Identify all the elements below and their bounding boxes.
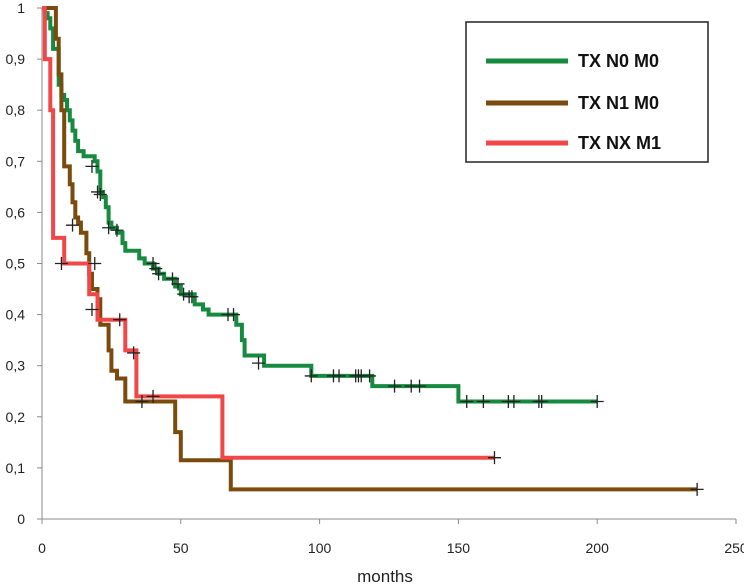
censor-mark-tx-n0-m0 xyxy=(252,356,266,370)
y-tick-label: 0,4 xyxy=(6,307,26,323)
y-tick-label: 0,7 xyxy=(6,153,26,169)
censor-mark-tx-n0-m0 xyxy=(590,394,604,408)
legend: TX N0 M0 TX N1 M0 TX NX M1 xyxy=(465,21,709,163)
series-line-tx-nx-m1 xyxy=(42,6,495,460)
censor-mark-tx-n0-m0 xyxy=(152,267,166,281)
x-tick-label: 200 xyxy=(586,540,610,556)
censor-mark-tx-n1-m0 xyxy=(85,302,99,316)
x-tick-label: 0 xyxy=(38,540,46,556)
censor-mark-tx-n0-m0 xyxy=(460,394,474,408)
censor-mark-tx-n1-m0 xyxy=(135,394,149,408)
y-tick-label: 0,2 xyxy=(6,409,26,425)
y-tick-label: 0,6 xyxy=(6,204,26,220)
y-tick-label: 0,1 xyxy=(6,460,26,476)
censor-mark-tx-nx-m1 xyxy=(54,257,68,270)
censor-mark-tx-n0-m0 xyxy=(413,379,427,393)
y-tick-label: 0,8 xyxy=(6,102,26,118)
censor-mark-tx-n0-m0 xyxy=(185,290,199,304)
legend-box xyxy=(465,21,709,163)
y-tick-label: 1 xyxy=(17,0,25,16)
censor-mark-tx-n0-m0 xyxy=(165,272,179,286)
x-tick-label: 250 xyxy=(724,540,744,556)
censor-mark-tx-n0-m0 xyxy=(304,369,318,383)
x-tick-label: 100 xyxy=(308,540,332,556)
y-tick-label: 0 xyxy=(17,511,25,527)
y-tick-label: 0,9 xyxy=(6,51,26,67)
censor-mark-tx-n0-m0 xyxy=(85,159,99,173)
censor-mark-tx-nx-m1 xyxy=(146,389,160,403)
legend-label-tx-n1-m0: TX N1 M0 xyxy=(578,93,659,113)
censor-marks xyxy=(54,159,704,496)
y-tick-label: 0,3 xyxy=(6,358,26,374)
censor-mark-tx-n0-m0 xyxy=(149,262,163,276)
censor-mark-tx-n1-m0 xyxy=(66,218,80,232)
x-tick-label: 150 xyxy=(447,540,471,556)
censor-mark-tx-n0-m0 xyxy=(535,394,549,408)
censor-mark-tx-n0-m0 xyxy=(227,308,241,322)
censor-mark-tx-n0-m0 xyxy=(363,369,377,383)
censor-mark-tx-n0-m0 xyxy=(110,223,124,237)
censor-mark-tx-n0-m0 xyxy=(507,394,521,408)
censor-mark-tx-n0-m0 xyxy=(93,188,107,202)
censor-mark-tx-nx-m1 xyxy=(487,451,501,465)
censor-mark-tx-n0-m0 xyxy=(102,221,116,235)
legend-label-tx-nx-m1: TX NX M1 xyxy=(578,133,661,153)
censor-mark-tx-n0-m0 xyxy=(91,185,105,199)
censor-mark-tx-n0-m0 xyxy=(388,379,402,393)
censor-mark-tx-nx-m1 xyxy=(127,346,141,360)
censor-mark-tx-n0-m0 xyxy=(177,287,191,301)
censor-mark-tx-n0-m0 xyxy=(146,257,160,270)
ticks: 0 50 100 150 200 250 0 0,1 0,2 0,3 0,4 0,5 0,6 0,7 0,8… xyxy=(6,0,744,556)
x-axis-title: months xyxy=(357,567,413,586)
censor-mark-tx-n0-m0 xyxy=(476,394,490,408)
x-tick-label: 50 xyxy=(173,540,189,556)
censor-mark-tx-n1-m0 xyxy=(690,482,704,496)
censor-mark-tx-n0-m0 xyxy=(171,277,185,291)
censor-mark-tx-nx-m1 xyxy=(88,257,102,270)
censor-mark-tx-n0-m0 xyxy=(332,369,346,383)
legend-label-tx-n0-m0: TX N0 M0 xyxy=(578,51,659,71)
censor-mark-tx-nx-m1 xyxy=(113,313,127,327)
y-tick-label: 0,5 xyxy=(6,256,26,272)
